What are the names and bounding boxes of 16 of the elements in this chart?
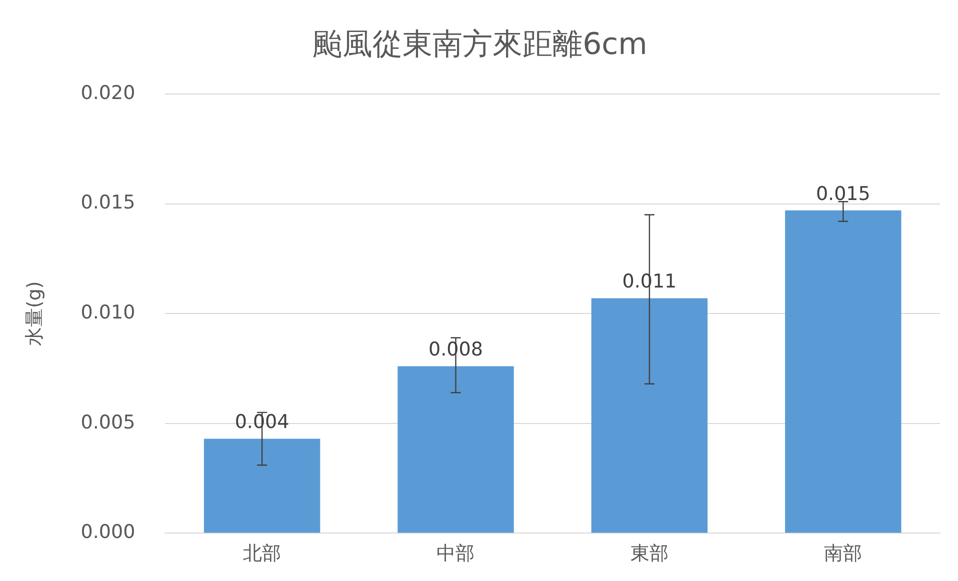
y-tick-label: 0.005 [80,411,136,434]
y-tick-label: 0.000 [80,521,136,544]
x-tick-label: 中部 [436,542,475,565]
chart-title: 颱風從東南方來距離6cm [312,26,648,62]
y-tick-label: 0.010 [80,302,136,324]
x-tick-label: 北部 [243,542,282,565]
bar [591,298,708,533]
y-tick-label: 0.020 [80,82,136,104]
x-tick-label: 南部 [824,542,862,565]
bar [204,438,320,533]
bar [785,210,902,533]
y-tick-label: 0.015 [80,192,136,214]
data-label: 0.015 [816,182,870,205]
bar [398,366,514,533]
y-axis-title: 水量(g) [23,281,46,346]
x-tick-label: 東部 [630,542,668,565]
